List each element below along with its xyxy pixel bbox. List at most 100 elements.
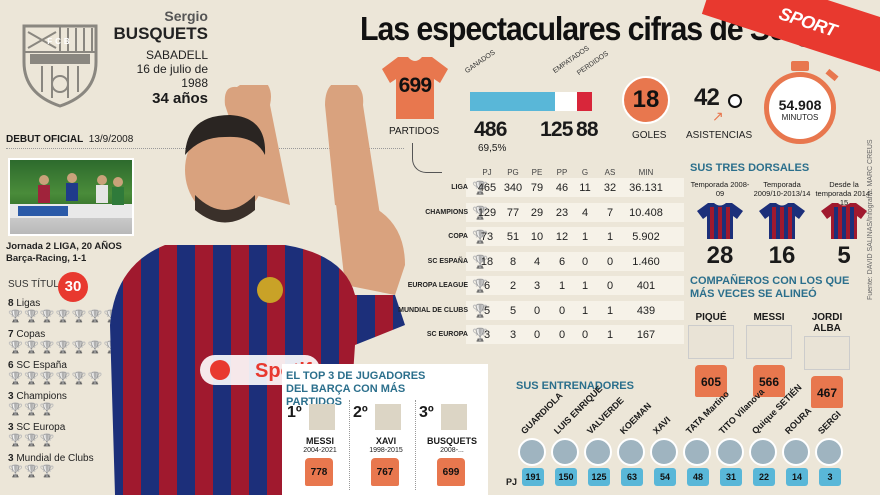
coach-card: 14 bbox=[782, 438, 812, 486]
won-label: GANADOS bbox=[463, 49, 497, 75]
trophy-icon: 🏆 bbox=[472, 253, 489, 269]
stats-cell: 1 bbox=[606, 231, 614, 243]
stats-cell: 0 bbox=[581, 329, 589, 341]
coach-card: 150 bbox=[551, 438, 581, 486]
stats-row-bg bbox=[466, 202, 684, 222]
coach-pj-value: 191 bbox=[522, 468, 544, 486]
coach-pj-value: 3 bbox=[819, 468, 841, 486]
coach-photo bbox=[650, 438, 678, 466]
coach-photo bbox=[749, 438, 777, 466]
stats-column-header: PP bbox=[556, 168, 568, 177]
stats-cell: 8 bbox=[509, 255, 517, 268]
top3-name: BUSQUETS bbox=[426, 436, 477, 446]
top3-photo bbox=[309, 404, 335, 430]
stats-cell: 77 bbox=[506, 206, 520, 219]
player-last-name: BUSQUETS bbox=[113, 24, 208, 43]
debut-caption-line2: Barça-Racing, 1-1 bbox=[6, 253, 87, 264]
crest-letters: FCB bbox=[47, 37, 73, 46]
title-name: Ligas bbox=[13, 298, 41, 309]
title-name: SC España bbox=[13, 360, 67, 371]
coach-pj-value: 63 bbox=[621, 468, 643, 486]
coach-card: 191 bbox=[518, 438, 548, 486]
dorsal-period: Desde la temporada 2014-15 bbox=[815, 180, 873, 207]
coach-name: ROURA bbox=[782, 405, 814, 436]
lost-value: 88 bbox=[576, 118, 599, 141]
stats-cell: 0 bbox=[558, 329, 566, 341]
title-row: 3 SC Europa 🏆🏆🏆 bbox=[8, 422, 65, 446]
player-age: 34 años bbox=[152, 90, 208, 107]
stats-cell: 3 bbox=[509, 329, 517, 341]
top3-years: 1998-2015 bbox=[369, 447, 403, 454]
connector-line bbox=[412, 143, 442, 173]
stats-cell: 23 bbox=[555, 206, 569, 219]
stopwatch-icon: 54.908 MINUTOS bbox=[764, 72, 836, 144]
debut-label: DEBUT OFICIAL bbox=[6, 134, 84, 145]
title-name: Copas bbox=[13, 329, 46, 340]
title-row: 8 Ligas 🏆🏆🏆🏆🏆🏆🏆🏆 bbox=[8, 298, 136, 322]
teammate-shirt: 605 bbox=[695, 365, 727, 397]
stats-cell: 4 bbox=[533, 255, 541, 268]
teammate-name: JORDI ALBA bbox=[811, 312, 843, 334]
stats-row-bg bbox=[466, 178, 684, 197]
coach-pj-value: 125 bbox=[588, 468, 610, 486]
ball-icon bbox=[728, 94, 742, 108]
stats-cell: 1 bbox=[581, 304, 589, 317]
coach-pj-value: 48 bbox=[687, 468, 709, 486]
player-first-name: Sergio bbox=[164, 8, 208, 24]
top3-shirt: 767 bbox=[371, 458, 399, 486]
minutes-value: 54.908 bbox=[778, 97, 822, 113]
stats-row-label: COPA bbox=[448, 233, 468, 240]
stats-cell: 5.902 bbox=[632, 231, 660, 243]
coach-name: SERGI bbox=[815, 409, 843, 436]
trophy-icon: 🏆 bbox=[472, 302, 489, 318]
top3-years: 2008-... bbox=[440, 447, 464, 454]
title-row: 6 SC España 🏆🏆🏆🏆🏆🏆 bbox=[8, 360, 104, 384]
coach-card: 31 bbox=[716, 438, 746, 486]
title-row: 3 Mundial de Clubs 🏆🏆🏆 bbox=[8, 453, 94, 477]
stats-row-label: EUROPA LEAGUE bbox=[407, 282, 468, 289]
stats-cell: 1 bbox=[558, 280, 566, 292]
coach-photo bbox=[584, 438, 612, 466]
coaches-pj-label: PJ bbox=[506, 477, 518, 487]
stats-column-header: PJ bbox=[482, 168, 492, 177]
trophy-icons: 🏆🏆🏆 bbox=[8, 464, 56, 478]
stats-cell: 0 bbox=[581, 255, 589, 268]
stats-cell: 5 bbox=[509, 304, 517, 317]
dorsal-shirt-icon bbox=[759, 203, 805, 239]
title-name: Mundial de Clubs bbox=[13, 453, 94, 464]
stats-cell: 6 bbox=[483, 280, 491, 292]
goals-value: 18 bbox=[632, 86, 660, 113]
stats-cell: 129 bbox=[477, 206, 497, 219]
stats-cell: 5 bbox=[483, 304, 491, 317]
results-bar bbox=[470, 92, 592, 111]
coach-name: XAVI bbox=[650, 414, 673, 436]
stats-cell: 167 bbox=[636, 329, 656, 341]
top3-photo bbox=[375, 404, 401, 430]
arrow-icon: ↗ bbox=[712, 108, 724, 124]
stats-row-bg bbox=[466, 276, 684, 295]
goals-ball: 18 bbox=[622, 76, 670, 124]
title-count: 3 bbox=[8, 453, 14, 464]
title-row: 3 Champions 🏆🏆🏆 bbox=[8, 391, 67, 415]
stats-row-label: LIGA bbox=[451, 184, 468, 191]
fcb-crest-logo bbox=[22, 24, 98, 108]
trophy-icon: 🏆 bbox=[472, 229, 489, 244]
stats-cell: 18 bbox=[480, 255, 494, 268]
debut-date: 13/9/2008 bbox=[88, 134, 134, 145]
title-name: Champions bbox=[13, 391, 67, 402]
stats-cell: 6 bbox=[558, 255, 566, 268]
trophy-icon: 🏆 bbox=[472, 278, 489, 293]
stats-cell: 3 bbox=[533, 280, 541, 292]
shirt-icon bbox=[382, 57, 448, 119]
player-identity: Sergio BUSQUETS SABADELL 16 de julio de … bbox=[108, 8, 208, 107]
teammates-title: COMPAÑEROS CON LOS QUE MÁS VECES SE ALIN… bbox=[690, 275, 850, 300]
teammate-name: PIQUÉ bbox=[695, 312, 727, 323]
stats-cell: 10 bbox=[530, 231, 544, 243]
coach-photo bbox=[518, 438, 546, 466]
dorsal-number: 5 bbox=[837, 242, 851, 269]
dorsal-shirt-icon bbox=[821, 203, 867, 239]
stats-column-header: PG bbox=[507, 168, 519, 177]
top3-name: MESSI bbox=[305, 436, 334, 446]
coach-card: 48 bbox=[683, 438, 713, 486]
trophy-icon: 🏆 bbox=[472, 204, 489, 220]
